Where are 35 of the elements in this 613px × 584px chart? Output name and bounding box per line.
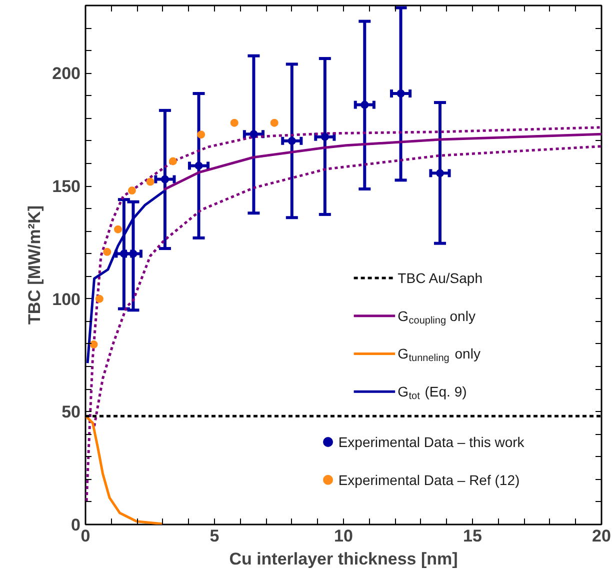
x-tick-label: 5 — [210, 526, 220, 546]
legend-label: Experimental Data – this work — [338, 434, 526, 450]
point — [197, 130, 206, 139]
point — [103, 248, 112, 256]
legend-label: TBC Au/Saph — [398, 270, 483, 286]
line-series — [86, 126, 602, 502]
point — [288, 136, 296, 145]
y-tick-label: 100 — [52, 290, 81, 309]
y-tick-label: 50 — [62, 402, 81, 422]
point — [320, 132, 329, 141]
point — [396, 90, 405, 98]
point — [146, 178, 154, 186]
x-tick-label: 10 — [334, 526, 353, 546]
y-axis-title: TBC [MW/m²K] — [25, 206, 44, 324]
point — [250, 130, 258, 138]
point — [128, 186, 136, 195]
point — [360, 100, 369, 109]
line-series — [162, 132, 602, 191]
x-axis-title: Cu interlayer thickness [nm] — [229, 550, 458, 568]
point — [168, 157, 177, 166]
point — [270, 118, 278, 127]
point — [436, 169, 444, 178]
x-tick-label: 20 — [592, 526, 611, 546]
point — [194, 162, 203, 170]
point — [90, 340, 98, 348]
y-tick-label: 200 — [52, 64, 81, 84]
point — [230, 118, 238, 127]
line-series — [86, 414, 164, 524]
line-series — [93, 145, 602, 428]
legend-label: Experimental Data – Ref (12) — [338, 472, 520, 488]
y-tick-label: 150 — [52, 177, 81, 196]
point — [95, 294, 104, 303]
point — [160, 175, 169, 184]
point — [114, 225, 122, 234]
x-tick-label: 15 — [463, 526, 482, 546]
